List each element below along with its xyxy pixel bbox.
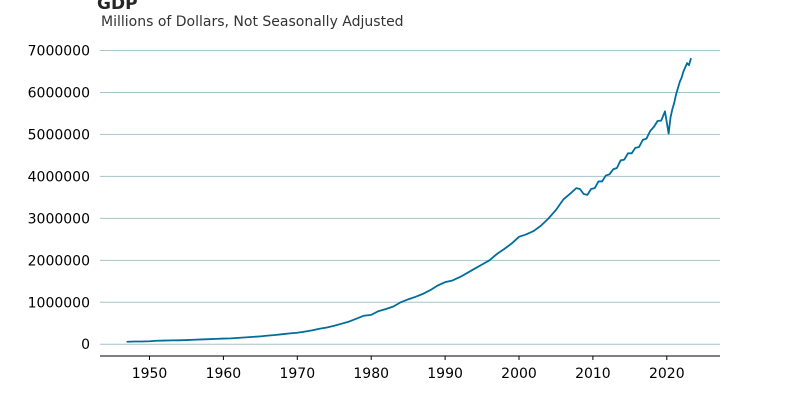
series-layer (126, 57, 692, 343)
y-tick-label: 2000000 (28, 253, 90, 269)
y-tick-label: 5000000 (28, 127, 90, 143)
x-tick-label: 1990 (427, 366, 463, 382)
series-line-gdp (126, 57, 692, 343)
x-tick-label: 1960 (206, 366, 242, 382)
chart-title: GDP (97, 0, 138, 14)
y-tick-label: 1000000 (28, 295, 90, 311)
x-tick-label: 1970 (279, 366, 315, 382)
x-tick-label: 2010 (575, 366, 611, 382)
x-tick-label: 2000 (501, 366, 537, 382)
y-tick-label: 7000000 (28, 43, 90, 59)
x-tick-label: 1950 (132, 366, 168, 382)
y-axis-ticks: 0 1000000 2000000 3000000 4000000 5000000 6000… (28, 43, 90, 353)
y-tick-label: 3000000 (28, 211, 90, 227)
x-tick-label: 1980 (353, 366, 389, 382)
x-tick-label: 2020 (649, 366, 685, 382)
gridlines (100, 49, 720, 345)
y-tick-label: 6000000 (28, 85, 90, 101)
chart-subtitle: Millions of Dollars, Not Seasonally Adju… (101, 14, 404, 30)
y-tick-label: 0 (81, 337, 90, 353)
y-tick-label: 4000000 (28, 169, 90, 185)
x-axis-ticks: 1950 1960 1970 1980 1990 2000 2010 2020 (132, 356, 685, 382)
